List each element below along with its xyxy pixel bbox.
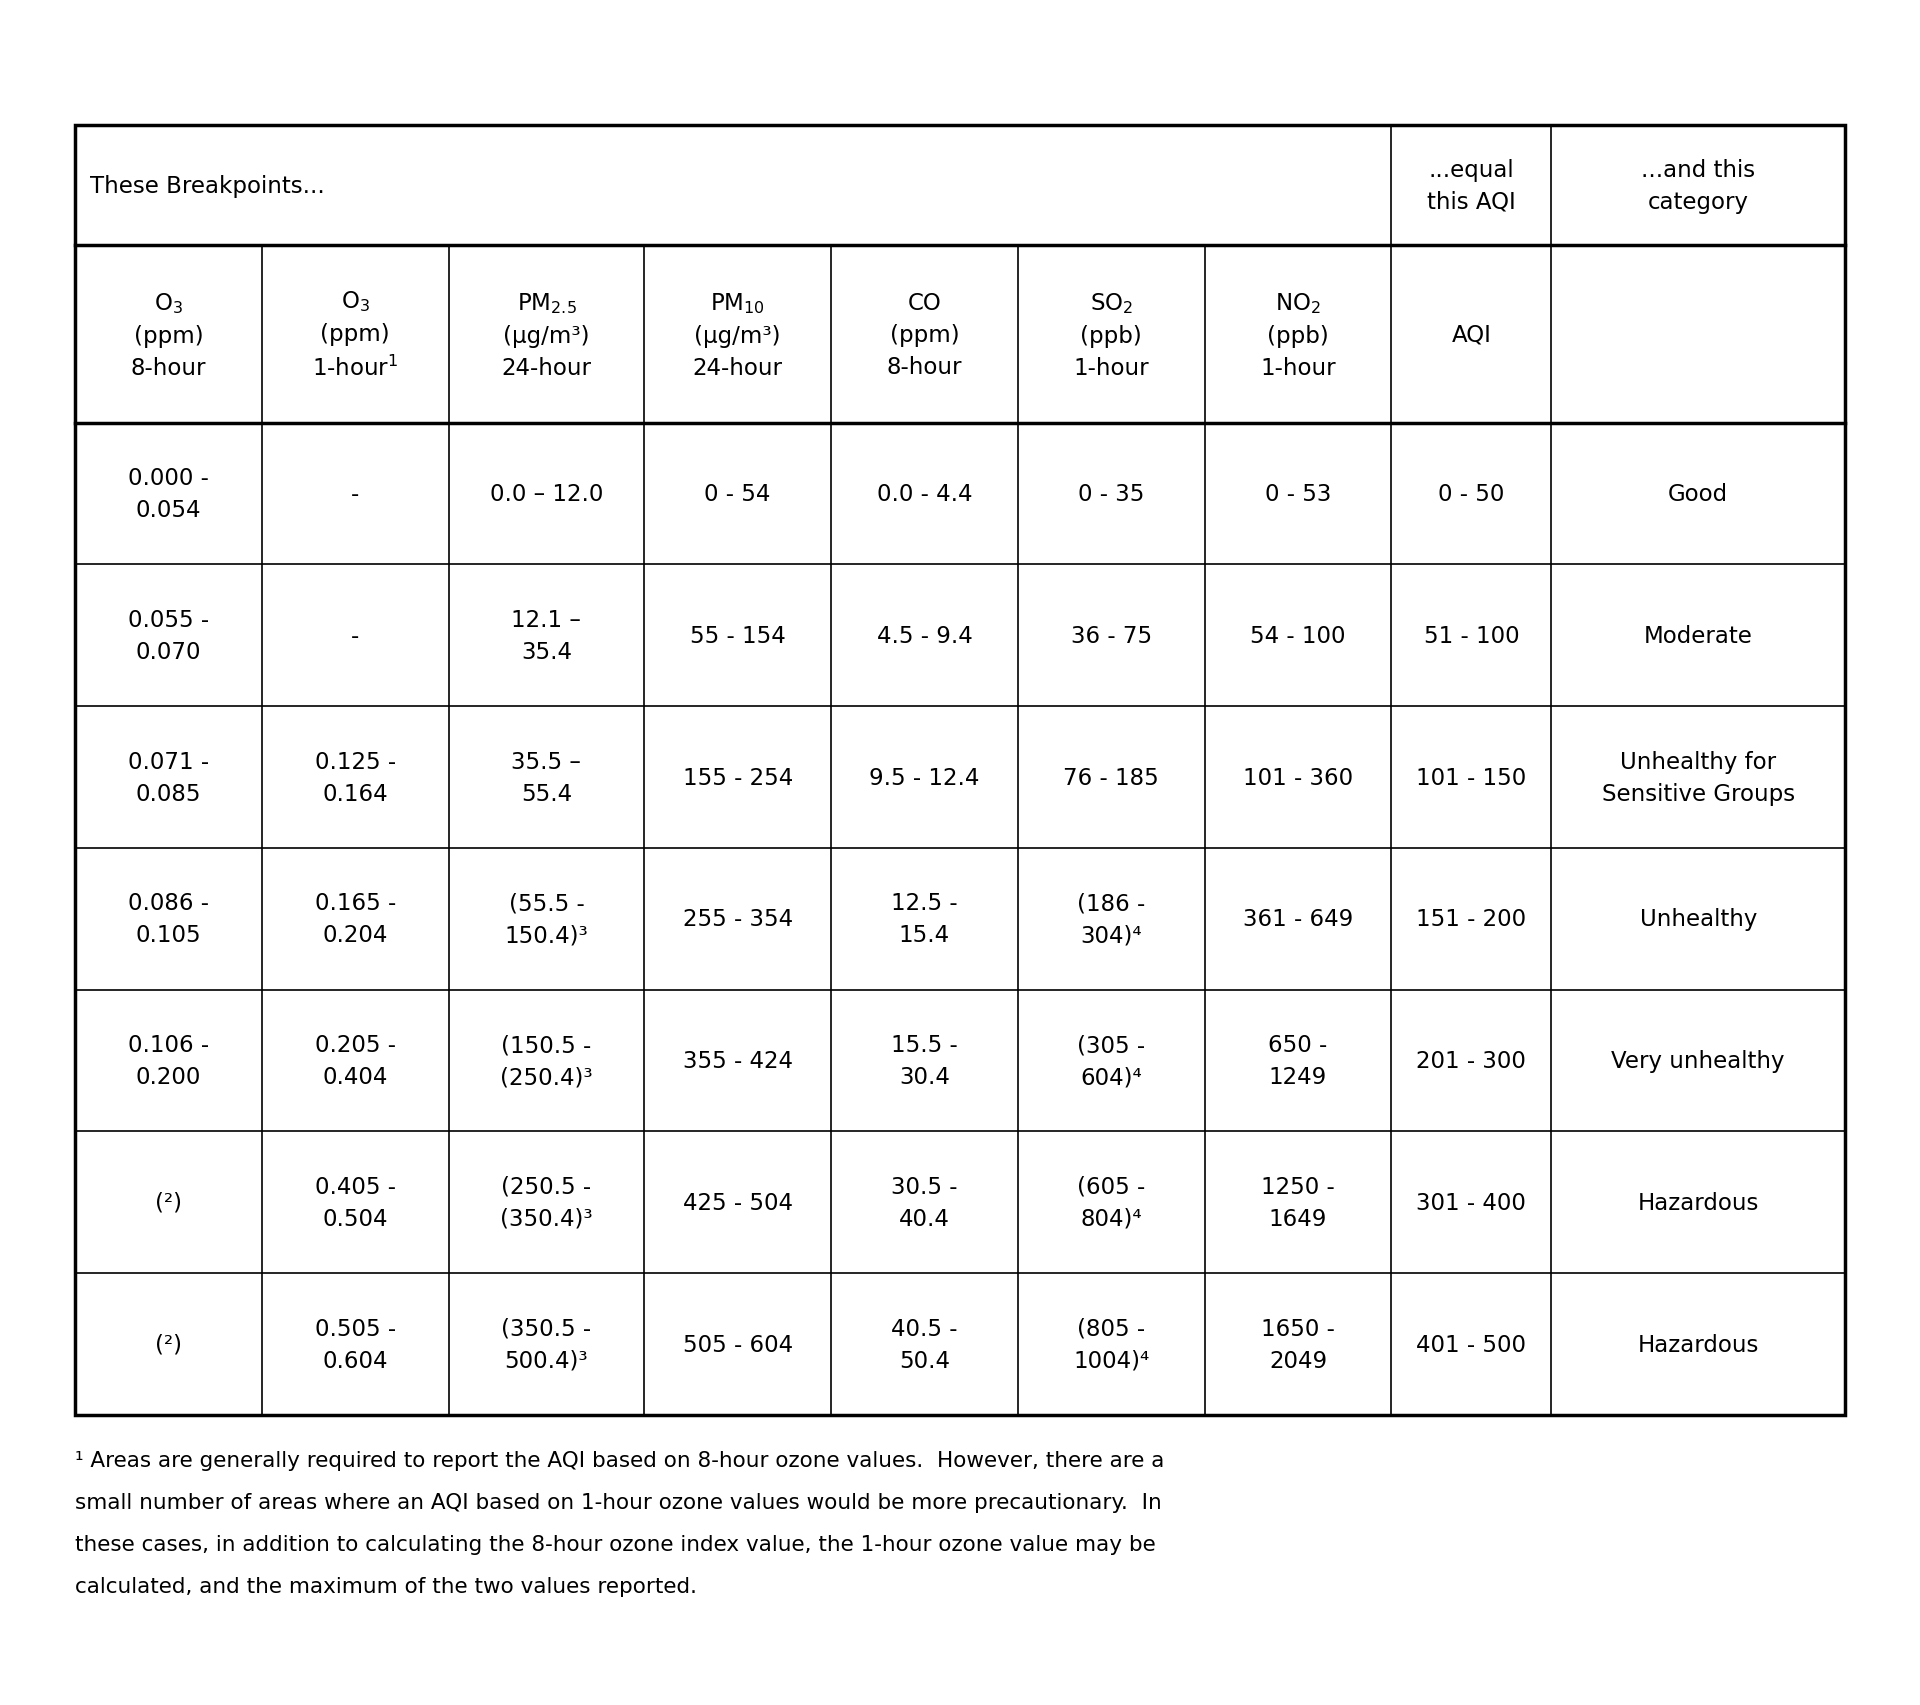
Text: 201 - 300: 201 - 300: [1417, 1050, 1526, 1072]
Text: ...and this
category: ...and this category: [1642, 159, 1755, 213]
Text: 0 - 54: 0 - 54: [705, 483, 770, 506]
Text: ¹ Areas are generally required to report the AQI based on 8-hour ozone values.  : ¹ Areas are generally required to report…: [75, 1451, 1164, 1470]
Text: 151 - 200: 151 - 200: [1417, 907, 1526, 931]
Text: CO
(ppm)
8-hour: CO (ppm) 8-hour: [887, 292, 962, 379]
Text: 15.5 -
30.4: 15.5 - 30.4: [891, 1033, 958, 1088]
Text: Good: Good: [1668, 483, 1728, 506]
Text: 155 - 254: 155 - 254: [682, 766, 793, 789]
Text: NO$_2$
(ppb)
1-hour: NO$_2$ (ppb) 1-hour: [1260, 290, 1336, 379]
Text: PM$_{10}$
(μg/m³)
24-hour: PM$_{10}$ (μg/m³) 24-hour: [693, 290, 783, 379]
Text: (350.5 -
500.4)³: (350.5 - 500.4)³: [501, 1316, 591, 1373]
Bar: [75, 126, 1845, 1415]
Text: calculated, and the maximum of the two values reported.: calculated, and the maximum of the two v…: [75, 1575, 697, 1596]
Text: 51 - 100: 51 - 100: [1423, 624, 1519, 648]
Text: Hazardous: Hazardous: [1638, 1192, 1759, 1214]
Text: O$_3$
(ppm)
1-hour$^1$: O$_3$ (ppm) 1-hour$^1$: [313, 288, 397, 380]
Text: 0.0 – 12.0: 0.0 – 12.0: [490, 483, 603, 506]
Text: (²): (²): [156, 1333, 182, 1355]
Text: small number of areas where an AQI based on 1-hour ozone values would be more pr: small number of areas where an AQI based…: [75, 1492, 1162, 1512]
Text: 35.5 –
55.4: 35.5 – 55.4: [511, 750, 582, 805]
Text: 355 - 424: 355 - 424: [684, 1050, 793, 1072]
Text: 54 - 100: 54 - 100: [1250, 624, 1346, 648]
Text: O$_3$
(ppm)
8-hour: O$_3$ (ppm) 8-hour: [131, 290, 205, 379]
Text: Moderate: Moderate: [1644, 624, 1753, 648]
Text: 0 - 50: 0 - 50: [1438, 483, 1505, 506]
Text: 650 -
1249: 650 - 1249: [1269, 1033, 1327, 1088]
Text: 0.165 -
0.204: 0.165 - 0.204: [315, 892, 396, 946]
Text: -: -: [351, 624, 359, 648]
Text: Very unhealthy: Very unhealthy: [1611, 1050, 1786, 1072]
Text: 101 - 360: 101 - 360: [1242, 766, 1354, 789]
Text: ...equal
this AQI: ...equal this AQI: [1427, 159, 1515, 213]
Text: 0 - 35: 0 - 35: [1077, 483, 1144, 506]
Text: 12.1 –
35.4: 12.1 – 35.4: [511, 609, 582, 663]
Text: 30.5 -
40.4: 30.5 - 40.4: [891, 1175, 958, 1229]
Text: 76 - 185: 76 - 185: [1064, 766, 1160, 789]
Text: 0.505 -
0.604: 0.505 - 0.604: [315, 1316, 396, 1373]
Text: 0.125 -
0.164: 0.125 - 0.164: [315, 750, 396, 805]
Text: Hazardous: Hazardous: [1638, 1333, 1759, 1355]
Text: (250.5 -
(350.4)³: (250.5 - (350.4)³: [499, 1175, 593, 1229]
Text: 9.5 - 12.4: 9.5 - 12.4: [870, 766, 979, 789]
Text: 401 - 500: 401 - 500: [1417, 1333, 1526, 1355]
Text: (805 -
1004)⁴: (805 - 1004)⁴: [1073, 1316, 1150, 1373]
Text: (150.5 -
(250.4)³: (150.5 - (250.4)³: [499, 1033, 593, 1088]
Text: 4.5 - 9.4: 4.5 - 9.4: [877, 624, 972, 648]
Text: 0.055 -
0.070: 0.055 - 0.070: [129, 609, 209, 663]
Text: Unhealthy for
Sensitive Groups: Unhealthy for Sensitive Groups: [1601, 750, 1795, 805]
Text: these cases, in addition to calculating the 8‑hour ozone index value, the 1‑hour: these cases, in addition to calculating …: [75, 1534, 1156, 1553]
Text: 1250 -
1649: 1250 - 1649: [1261, 1175, 1334, 1229]
Text: AQI: AQI: [1452, 324, 1492, 346]
Text: (605 -
804)⁴: (605 - 804)⁴: [1077, 1175, 1146, 1229]
Text: 101 - 150: 101 - 150: [1417, 766, 1526, 789]
Text: 1650 -
2049: 1650 - 2049: [1261, 1316, 1334, 1373]
Text: 301 - 400: 301 - 400: [1417, 1192, 1526, 1214]
Text: 505 - 604: 505 - 604: [684, 1333, 793, 1355]
Text: 36 - 75: 36 - 75: [1071, 624, 1152, 648]
Text: These Breakpoints...: These Breakpoints...: [90, 174, 324, 198]
Text: 0.071 -
0.085: 0.071 - 0.085: [129, 750, 209, 805]
Text: 12.5 -
15.4: 12.5 - 15.4: [891, 892, 958, 946]
Text: 0.106 -
0.200: 0.106 - 0.200: [129, 1033, 209, 1088]
Text: 361 - 649: 361 - 649: [1242, 907, 1354, 931]
Text: 0.405 -
0.504: 0.405 - 0.504: [315, 1175, 396, 1229]
Text: (55.5 -
150.4)³: (55.5 - 150.4)³: [505, 892, 588, 946]
Text: 425 - 504: 425 - 504: [684, 1192, 793, 1214]
Text: 0.0 - 4.4: 0.0 - 4.4: [877, 483, 972, 506]
Text: 0.205 -
0.404: 0.205 - 0.404: [315, 1033, 396, 1088]
Text: Unhealthy: Unhealthy: [1640, 907, 1757, 931]
Text: -: -: [351, 483, 359, 506]
Text: (305 -
604)⁴: (305 - 604)⁴: [1077, 1033, 1144, 1088]
Text: (²): (²): [156, 1192, 182, 1214]
Text: PM$_{2.5}$
(μg/m³)
24-hour: PM$_{2.5}$ (μg/m³) 24-hour: [501, 290, 591, 379]
Text: 0.000 -
0.054: 0.000 - 0.054: [129, 467, 209, 522]
Text: SO$_2$
(ppb)
1-hour: SO$_2$ (ppb) 1-hour: [1073, 290, 1148, 379]
Text: 55 - 154: 55 - 154: [689, 624, 785, 648]
Text: 0.086 -
0.105: 0.086 - 0.105: [129, 892, 209, 946]
Text: 40.5 -
50.4: 40.5 - 50.4: [891, 1316, 958, 1373]
Text: 255 - 354: 255 - 354: [684, 907, 793, 931]
Text: 0 - 53: 0 - 53: [1265, 483, 1331, 506]
Text: (186 -
304)⁴: (186 - 304)⁴: [1077, 892, 1146, 946]
